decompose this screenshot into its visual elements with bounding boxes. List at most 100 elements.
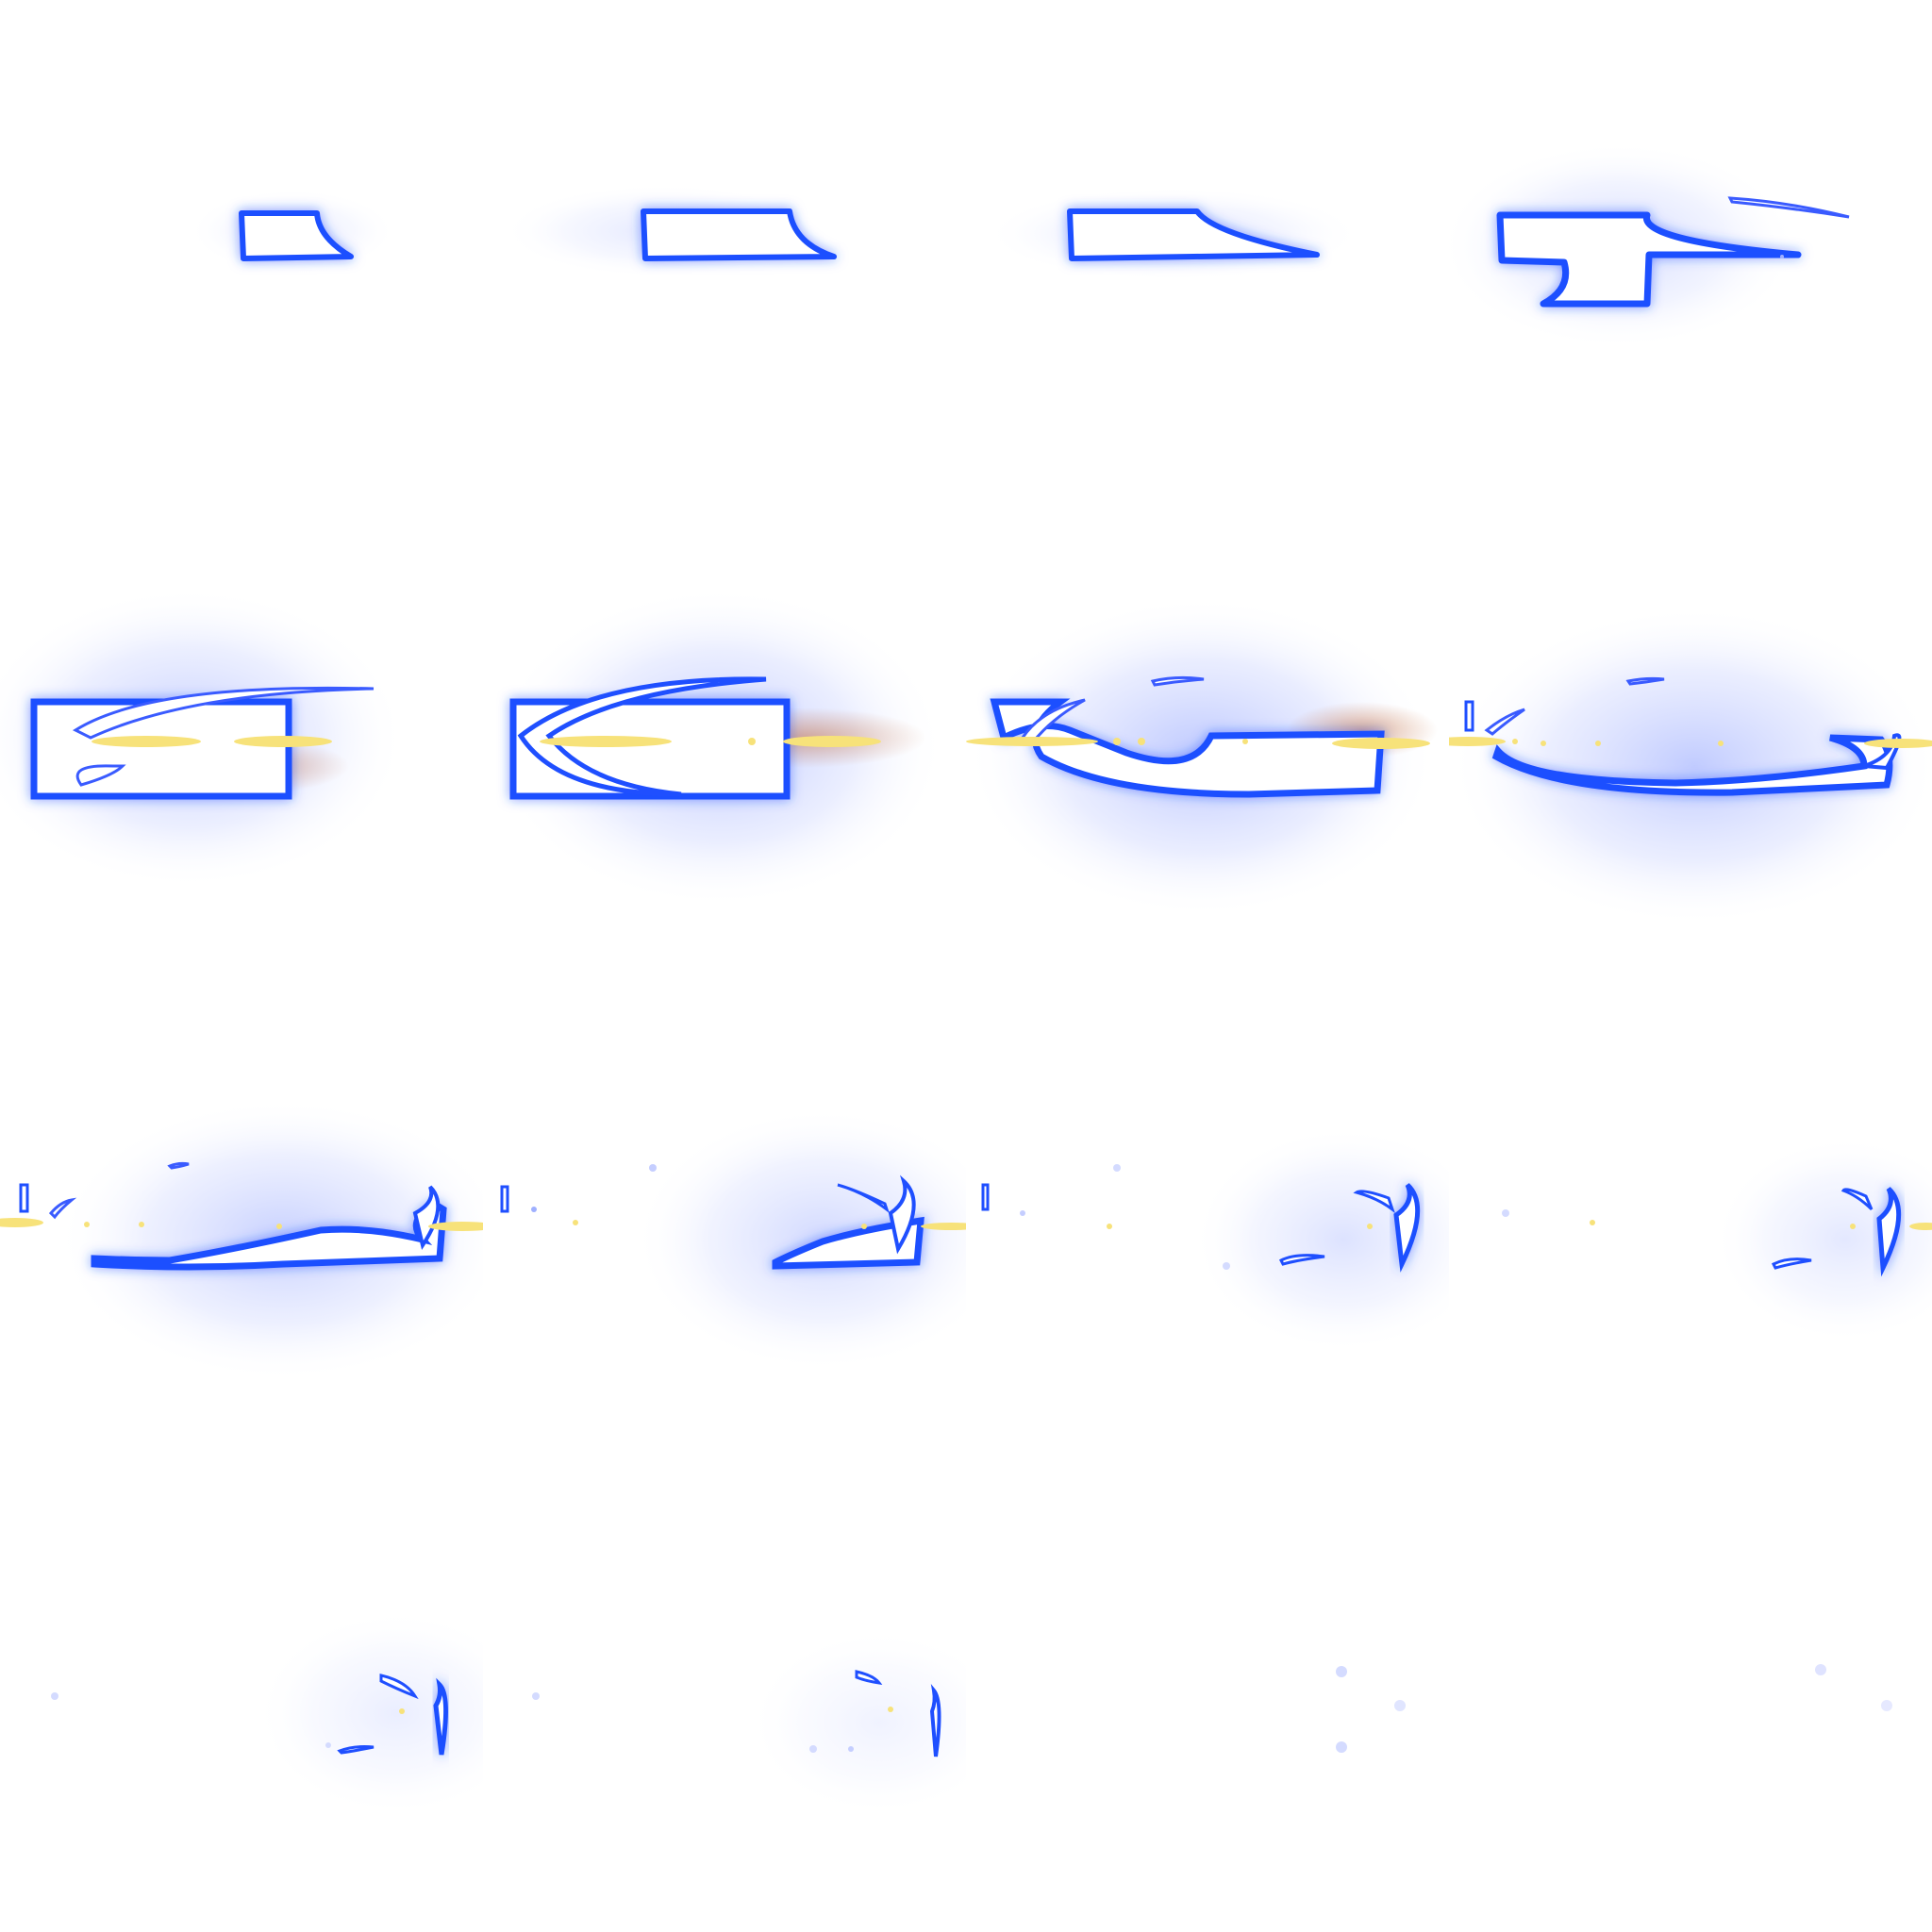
- blade-shard: [641, 208, 837, 261]
- spark: [1336, 1666, 1347, 1677]
- spark-streak: [783, 736, 881, 747]
- frame-8: [1449, 483, 1932, 966]
- frame-6-graphic: [492, 587, 945, 908]
- blade-shard: [1067, 208, 1320, 261]
- spark-streak: [1449, 737, 1506, 746]
- spark: [532, 1692, 540, 1700]
- slash-arc: [433, 1677, 449, 1756]
- spark: [1107, 1224, 1112, 1229]
- trail-streak: [1771, 1257, 1812, 1270]
- frame-5: [0, 483, 483, 966]
- trail-streak: [337, 1745, 375, 1755]
- slash-arc: [1876, 1187, 1902, 1277]
- spark: [1113, 1164, 1121, 1172]
- slash-arc: [379, 1674, 419, 1700]
- spark-streak: [0, 1218, 43, 1227]
- spark: [649, 1164, 657, 1172]
- frame-14-graphic: [532, 1628, 966, 1817]
- slash-arc: [75, 764, 126, 787]
- frame-8-graphic: [1449, 606, 1932, 926]
- spark-streak: [540, 736, 672, 747]
- spark: [1780, 255, 1784, 258]
- frame-13: [0, 1449, 483, 1932]
- frame-6: [483, 483, 966, 966]
- slash-arc: [72, 686, 375, 740]
- spark: [1815, 1664, 1826, 1675]
- slash-arc: [517, 676, 767, 797]
- blade-edge: [19, 1183, 29, 1213]
- spark: [1541, 741, 1546, 746]
- frame-2: [483, 0, 966, 483]
- spark: [399, 1708, 405, 1714]
- trail-streak: [1625, 676, 1665, 686]
- spark: [1590, 1220, 1595, 1225]
- frame-9: [0, 966, 483, 1449]
- blade-block: [30, 698, 292, 800]
- trail-streak: [167, 1161, 190, 1170]
- frame-10-graphic: [500, 1108, 966, 1372]
- slash-arc: [1484, 708, 1525, 736]
- blade-edge: [981, 1183, 990, 1211]
- frame-5-graphic: [0, 587, 406, 889]
- spark: [531, 1207, 537, 1212]
- blade-shard: [1496, 211, 1802, 308]
- frame-2-graphic: [502, 184, 837, 278]
- spark: [748, 738, 756, 745]
- slash-sweep: [990, 698, 1385, 798]
- spark: [1512, 739, 1518, 744]
- slash-arc: [855, 1670, 883, 1685]
- slash-arc: [888, 1174, 916, 1255]
- frame-11-graphic: [981, 1126, 1449, 1353]
- slash-sweep: [1491, 734, 1893, 796]
- spark: [1718, 741, 1724, 746]
- slash-arc: [837, 1183, 890, 1214]
- glow-halo: [747, 1628, 966, 1817]
- spark: [1242, 739, 1248, 744]
- slash-sweep: [91, 1199, 447, 1271]
- spark-streak: [1909, 1223, 1932, 1230]
- spark: [139, 1222, 144, 1227]
- spark: [848, 1746, 854, 1752]
- spark: [276, 1224, 282, 1229]
- spark-streak: [921, 1223, 966, 1230]
- slash-arc: [1840, 1188, 1874, 1211]
- trail-streak: [1727, 196, 1850, 219]
- slash-arc: [1353, 1190, 1395, 1214]
- frame-1-graphic: [189, 189, 396, 274]
- frame-7-graphic: [966, 596, 1438, 917]
- spark-streak: [428, 1222, 483, 1231]
- frame-1: [0, 0, 483, 483]
- trail-streak: [1150, 675, 1205, 687]
- slash-arc: [1020, 698, 1086, 745]
- frame-16-graphic: [1815, 1664, 1892, 1711]
- glow-halo: [255, 1609, 483, 1817]
- frame-13-graphic: [51, 1609, 483, 1817]
- spark: [809, 1745, 817, 1753]
- spark: [1138, 738, 1145, 745]
- spark-streak: [1864, 739, 1932, 748]
- spark: [861, 1224, 867, 1229]
- frame-11: [966, 966, 1449, 1449]
- spark: [1595, 741, 1601, 746]
- spark-streak: [1332, 738, 1430, 749]
- spark: [84, 1222, 90, 1227]
- spark-streak: [92, 736, 201, 747]
- spark: [325, 1742, 331, 1748]
- spark: [51, 1692, 58, 1700]
- slash-arc: [1393, 1183, 1421, 1273]
- glow-halo: [1713, 1136, 1932, 1343]
- frame-9-graphic: [0, 1098, 483, 1381]
- frame-14: [483, 1449, 966, 1932]
- frame-16: [1449, 1449, 1932, 1932]
- frame-12: [1449, 966, 1932, 1449]
- frame-15-graphic: [1336, 1666, 1406, 1753]
- spark: [1367, 1224, 1373, 1229]
- blade-edge: [500, 1185, 509, 1213]
- spark-streak: [966, 737, 1098, 746]
- glow-halo: [1449, 606, 1932, 926]
- frame-15: [966, 1449, 1449, 1932]
- spark: [1336, 1741, 1347, 1753]
- blade-shard: [239, 210, 354, 261]
- slash-arc: [1863, 733, 1902, 771]
